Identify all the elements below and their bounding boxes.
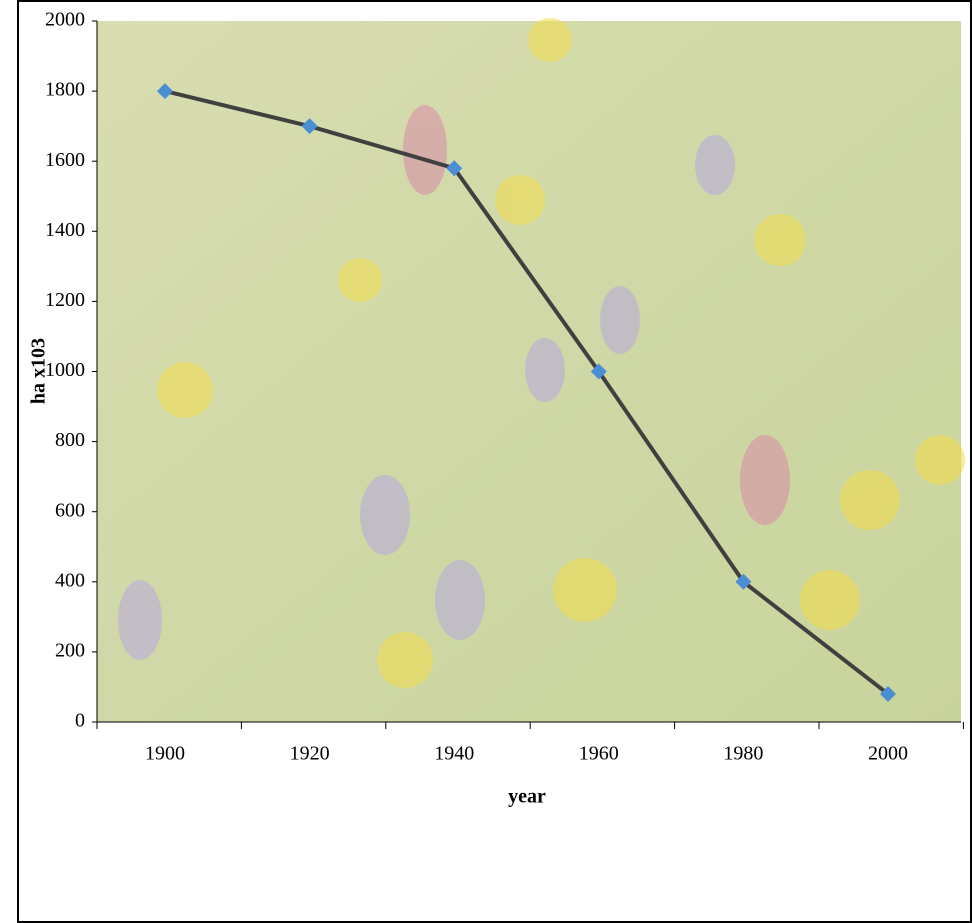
y-tick-label: 800 [55, 429, 85, 451]
plot-background [97, 18, 965, 722]
x-tick-label: 1900 [145, 743, 185, 765]
y-tick-label: 400 [55, 569, 85, 591]
y-tick-label: 600 [55, 499, 85, 521]
x-tick-label: 1940 [434, 743, 474, 765]
y-tick-label: 2000 [45, 9, 85, 31]
x-tick-label: 1960 [579, 743, 619, 765]
y-tick-label: 1400 [45, 219, 85, 241]
x-tick-label: 1920 [290, 743, 330, 765]
y-tick-label: 200 [55, 639, 85, 661]
y-tick-label: 1000 [45, 359, 85, 381]
y-tick-label: 0 [75, 710, 85, 732]
chart: year ha x103 020040060080010001200140016… [0, 0, 972, 923]
y-tick-label: 1600 [45, 149, 85, 171]
x-axis-title: year [508, 786, 546, 808]
x-tick-label: 1980 [723, 743, 763, 765]
x-tick-label: 2000 [868, 743, 908, 765]
y-tick-label: 1800 [45, 79, 85, 101]
y-tick-label: 1200 [45, 289, 85, 311]
